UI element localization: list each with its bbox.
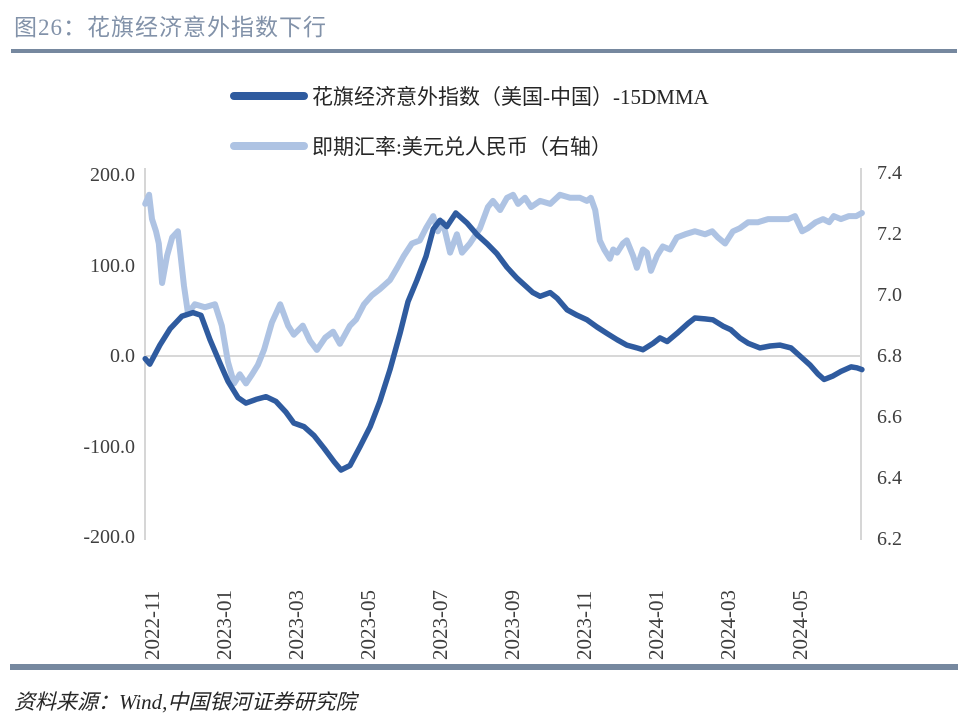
x-axis-tick-label: 2024-03: [716, 590, 740, 660]
legend-item-cesi: 花旗经济意外指数（美国-中国）-15DMMA: [230, 81, 709, 111]
left-axis-tick-label: -200.0: [83, 526, 135, 548]
right-axis-tick-label: 6.2: [877, 527, 902, 550]
right-axis-tick-label: 6.6: [877, 405, 902, 428]
right-axis-tick-label: 7.4: [877, 162, 902, 185]
left-axis-tick-label: 200.0: [90, 164, 135, 186]
title-rule: [11, 49, 957, 53]
left-axis-tick-label: -100.0: [83, 435, 135, 458]
right-axis-tick-label: 6.8: [877, 345, 902, 367]
usdcny-legend-label: 即期汇率:美元兑人民币（右轴）: [312, 135, 612, 159]
usdcny-line-swatch: [230, 142, 308, 150]
x-axis-tick-label: 2023-01: [212, 590, 236, 660]
right-axis-tick-label: 7.2: [877, 223, 902, 246]
x-axis-tick-label: 2024-01: [644, 590, 668, 660]
x-axis-tick-label: 2023-03: [284, 590, 308, 660]
source-note: 资料来源：Wind,中国银河证券研究院: [14, 690, 357, 714]
x-axis-tick-label: 2023-05: [356, 590, 380, 660]
cesi-line: [142, 210, 865, 473]
bottom-rule: [10, 664, 958, 670]
left-axis-tick-label: 0.0: [110, 345, 135, 367]
right-axis-tick-label: 6.4: [877, 466, 902, 489]
x-axis-tick-label: 2024-05: [788, 590, 812, 660]
figure-title: 图26：花旗经济意外指数下行: [14, 15, 327, 40]
cesi-line-swatch: [230, 92, 308, 100]
cesi-legend-label: 花旗经济意外指数（美国-中国）-15DMMA: [312, 85, 709, 109]
x-axis-tick-label: 2023-11: [572, 590, 596, 660]
x-axis-tick-label: 2022-11: [140, 590, 164, 660]
legend-item-usdcny: 即期汇率:美元兑人民币（右轴）: [230, 131, 612, 161]
x-axis-tick-label: 2023-07: [428, 590, 452, 660]
right-axis-tick-label: 7.0: [877, 284, 902, 307]
left-axis-tick-label: 100.0: [90, 254, 135, 277]
x-axis-tick-label: 2023-09: [500, 590, 524, 660]
usdcny-line: [142, 191, 865, 387]
